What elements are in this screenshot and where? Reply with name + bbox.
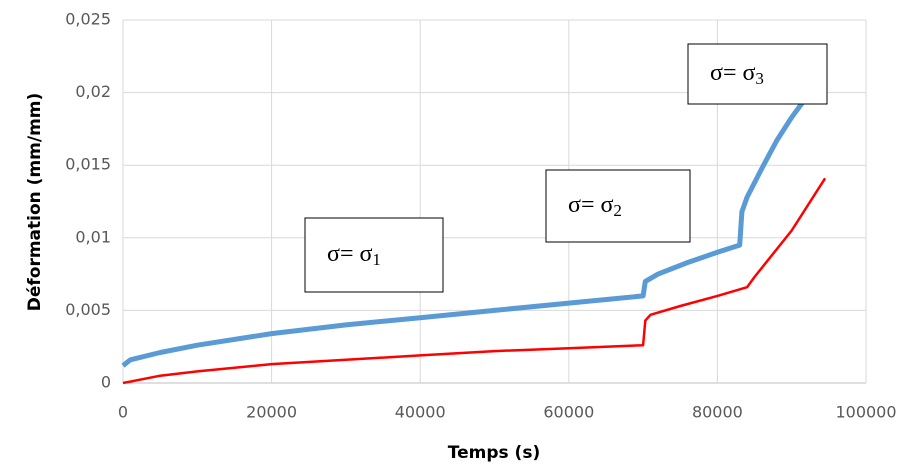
y-axis-title: Déformation (mm/mm) (25, 93, 45, 312)
y-tick-label: 0,02 (75, 82, 111, 101)
annotation-subscript: 2 (613, 201, 622, 220)
x-axis-title: Temps (s) (448, 443, 540, 463)
y-tick-label: 0,015 (65, 155, 111, 174)
x-tick-label: 100000 (835, 403, 896, 422)
annotation-text: σ= σ (568, 192, 613, 218)
x-tick-label: 40000 (395, 403, 446, 422)
y-tick-label: 0 (101, 373, 111, 392)
data-line (121, 95, 809, 368)
y-tick-label: 0,025 (65, 10, 111, 29)
annotation: σ= σ3 (710, 60, 764, 88)
x-tick-label: 20000 (246, 403, 297, 422)
x-tick-label: 0 (118, 403, 128, 422)
annotation-box (304, 217, 444, 293)
annotation-box (687, 43, 828, 105)
data-line (122, 177, 827, 385)
annotation-subscript: 1 (372, 250, 381, 269)
annotation-box (545, 169, 691, 243)
y-tick-label: 0,01 (75, 227, 111, 246)
annotation-subscript: 3 (755, 69, 764, 88)
annotation: σ= σ1 (327, 241, 381, 269)
annotation-text: σ= σ (327, 241, 372, 267)
x-tick-label: 80000 (692, 403, 743, 422)
annotation: σ= σ2 (568, 192, 622, 220)
annotation-text: σ= σ (710, 60, 755, 86)
y-tick-label: 0,005 (65, 300, 111, 319)
x-tick-label: 60000 (543, 403, 594, 422)
